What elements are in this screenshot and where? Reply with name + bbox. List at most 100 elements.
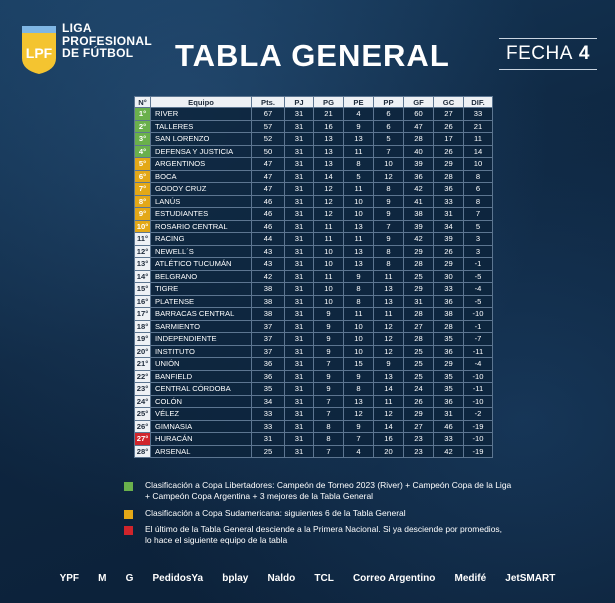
- cell-pp: 13: [373, 282, 404, 296]
- cell-dif: -10: [463, 307, 493, 321]
- table-row: 27° HURACÁN 31 31 8 7 16 23 33 -10: [134, 432, 493, 446]
- cell-dif: -4: [463, 282, 493, 296]
- cell-pos: 24°: [134, 394, 151, 408]
- cell-pp: 9: [373, 232, 404, 246]
- cell-team: TIGRE: [150, 282, 252, 296]
- sponsor-logo: M: [98, 572, 107, 584]
- cell-dif: -10: [463, 432, 493, 446]
- cell-dif: 3: [463, 244, 493, 258]
- cell-pts: 35: [251, 382, 285, 396]
- table-row: 9° ESTUDIANTES 46 31 12 10 9 38 31 7: [134, 207, 493, 221]
- cell-gf: 38: [403, 207, 434, 221]
- cell-gf: 29: [403, 407, 434, 421]
- cell-dif: 21: [463, 119, 493, 133]
- cell-pj: 31: [284, 382, 314, 396]
- cell-pts: 43: [251, 244, 285, 258]
- cell-pe: 13: [343, 244, 374, 258]
- cell-pp: 9: [373, 357, 404, 371]
- cell-team: NEWELL´S: [150, 244, 252, 258]
- cell-dif: -2: [463, 407, 493, 421]
- cell-pp: 11: [373, 269, 404, 283]
- cell-gc: 26: [433, 244, 464, 258]
- cell-pg: 9: [313, 307, 344, 321]
- cell-team: TALLERES: [150, 119, 252, 133]
- lpf-logo-icon: LPF: [22, 26, 56, 74]
- descenso-text-2: lo hace el siguiente equipo de la tabla: [145, 535, 288, 545]
- legend-libertadores: Clasificación a Copa Libertadores: Campe…: [124, 480, 511, 502]
- cell-gf: 27: [403, 419, 434, 433]
- cell-gc: 35: [433, 369, 464, 383]
- cell-pts: 44: [251, 232, 285, 246]
- cell-pj: 31: [284, 394, 314, 408]
- column-header: DIF.: [463, 96, 493, 108]
- table-row: 10° ROSARIO CENTRAL 46 31 11 13 7 39 34 5: [134, 219, 493, 233]
- cell-pg: 7: [313, 407, 344, 421]
- cell-team: BANFIELD: [150, 369, 252, 383]
- cell-pp: 12: [373, 169, 404, 183]
- cell-gf: 24: [403, 382, 434, 396]
- column-header: Pts.: [251, 96, 285, 108]
- cell-pg: 11: [313, 269, 344, 283]
- cell-pts: 38: [251, 282, 285, 296]
- cell-dif: 8: [463, 169, 493, 183]
- cell-dif: -1: [463, 319, 493, 333]
- cell-pts: 33: [251, 419, 285, 433]
- cell-gc: 30: [433, 269, 464, 283]
- cell-pos: 9°: [134, 207, 151, 221]
- cell-team: ESTUDIANTES: [150, 207, 252, 221]
- page-title: TABLA GENERAL: [175, 38, 450, 73]
- cell-team: BOCA: [150, 169, 252, 183]
- cell-pts: 25: [251, 444, 285, 458]
- sponsor-logo: PedidosYa: [152, 572, 204, 584]
- cell-pj: 31: [284, 307, 314, 321]
- cell-pj: 31: [284, 357, 314, 371]
- cell-pe: 10: [343, 194, 374, 208]
- cell-gc: 33: [433, 194, 464, 208]
- cell-pp: 14: [373, 419, 404, 433]
- cell-dif: -1: [463, 257, 493, 271]
- cell-pos: 1°: [134, 107, 151, 121]
- cell-dif: 8: [463, 194, 493, 208]
- cell-pts: 31: [251, 432, 285, 446]
- table-row: 8° LANÚS 46 31 12 10 9 41 33 8: [134, 194, 493, 208]
- cell-pp: 12: [373, 344, 404, 358]
- cell-gc: 34: [433, 219, 464, 233]
- cell-pos: 2°: [134, 119, 151, 133]
- cell-pj: 31: [284, 432, 314, 446]
- cell-gc: 31: [433, 407, 464, 421]
- cell-pg: 9: [313, 332, 344, 346]
- cell-gf: 25: [403, 344, 434, 358]
- cell-pg: 11: [313, 219, 344, 233]
- cell-dif: 3: [463, 232, 493, 246]
- cell-pg: 13: [313, 132, 344, 146]
- cell-pg: 16: [313, 119, 344, 133]
- cell-pts: 57: [251, 119, 285, 133]
- cell-gc: 36: [433, 394, 464, 408]
- cell-gc: 26: [433, 119, 464, 133]
- cell-pj: 31: [284, 444, 314, 458]
- cell-pe: 11: [343, 144, 374, 158]
- table-row: 19° INDEPENDIENTE 37 31 9 10 12 28 35 -7: [134, 332, 493, 346]
- table-row: 3° SAN LORENZO 52 31 13 13 5 28 17 11: [134, 132, 493, 146]
- cell-pg: 9: [313, 382, 344, 396]
- cell-team: ARGENTINOS: [150, 157, 252, 171]
- libertadores-text-2: + Campeón Copa Argentina + 3 mejores de …: [145, 491, 374, 501]
- cell-pos: 12°: [134, 244, 151, 258]
- table-row: 12° NEWELL´S 43 31 10 13 8 29 26 3: [134, 244, 493, 258]
- cell-pe: 10: [343, 344, 374, 358]
- table-row: 18° SARMIENTO 37 31 9 10 12 27 28 -1: [134, 319, 493, 333]
- cell-pe: 13: [343, 132, 374, 146]
- cell-pj: 31: [284, 219, 314, 233]
- cell-pts: 52: [251, 132, 285, 146]
- table-row: 1° RIVER 67 31 21 4 6 60 27 33: [134, 107, 493, 121]
- cell-pts: 37: [251, 319, 285, 333]
- table-row: 24° COLÓN 34 31 7 13 11 26 36 -10: [134, 394, 493, 408]
- cell-pp: 12: [373, 319, 404, 333]
- cell-pts: 46: [251, 219, 285, 233]
- cell-gf: 25: [403, 269, 434, 283]
- cell-gf: 47: [403, 119, 434, 133]
- table-row: 22° BANFIELD 36 31 9 9 13 25 35 -10: [134, 369, 493, 383]
- cell-dif: 33: [463, 107, 493, 121]
- cell-pe: 15: [343, 357, 374, 371]
